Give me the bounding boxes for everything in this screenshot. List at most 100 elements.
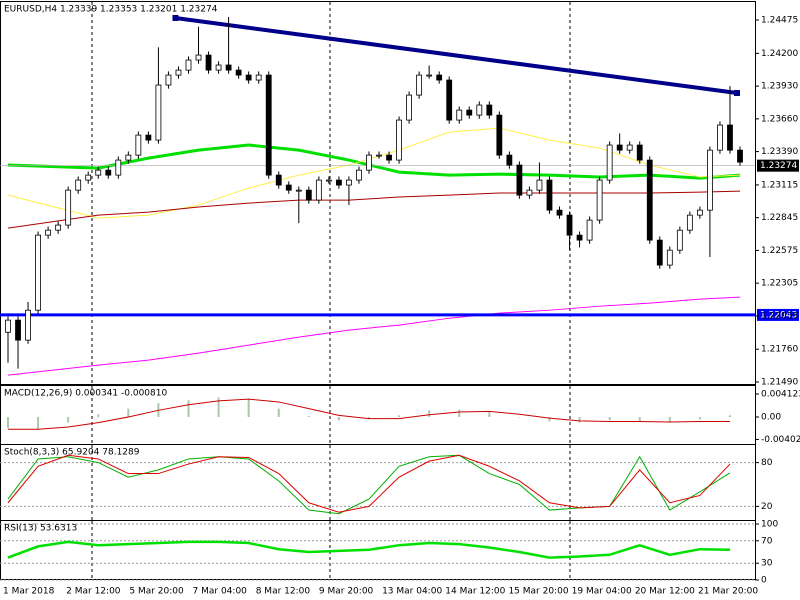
macd-bar [247,398,250,417]
candle-body [506,154,513,166]
y-tick-label: 1.24200 [761,49,798,59]
macd-bar [37,417,40,430]
macd-bar [548,417,551,422]
x-tick-label: 15 Mar 20:00 [508,587,568,597]
y-tick-label: 1.23930 [761,82,798,92]
candle-body [185,59,192,71]
candle-body [596,179,603,221]
y-tick-label: 0 [761,576,767,586]
candle-body [275,174,282,186]
macd-bar [398,415,401,417]
x-tick-label: 9 Mar 20:00 [319,587,374,597]
macd-bar [638,417,641,422]
candle-body [135,134,142,156]
x-tick-label: 19 Mar 04:00 [572,587,632,597]
signal-line [8,398,730,430]
y-tick-label: 30 [761,559,773,569]
y-tick-label: 70 [761,536,773,546]
macd-bar [97,414,100,417]
candle-body [666,249,673,266]
candle-body [315,179,322,201]
candle-body [676,229,683,251]
candle-body [476,104,483,116]
macd-bar [217,397,220,417]
y-tick-label: 1.22575 [761,246,798,256]
y-tick-label: 100 [761,520,778,530]
candle-body [536,179,543,191]
macd-bar [428,410,431,417]
candle-body [195,54,202,61]
candle-body [295,189,302,192]
macd-bar [458,409,461,417]
candle-body [105,169,112,176]
candle-body [406,94,412,121]
candle-body [496,114,503,156]
candle-body [456,109,463,121]
moving-average [7,190,741,229]
candle-body [45,229,52,236]
macd-bar [7,417,9,429]
moving-average [7,296,741,376]
candle-body [486,104,493,116]
trend-anchor [733,90,740,97]
x-tick-label: 2 Mar 12:00 [66,587,121,597]
candle-body [5,319,11,333]
candle-body [366,154,372,171]
candle-body [656,239,663,266]
y-tick-label: 0.004123 [761,390,800,400]
y-tick-label: -0.004023 [761,435,800,445]
moving-average [7,143,741,180]
candle-body [516,164,523,196]
price-tag-label: 1.23274 [760,161,797,171]
candle-body [265,74,272,176]
candle-body [75,179,82,191]
panel-frame [0,1,756,385]
panel-title: RSI(13) 53.6313 [4,524,77,534]
price-tag-label: 1.22043 [760,310,797,320]
candle-body [426,74,433,77]
trend-line [175,15,738,96]
candle-body [285,184,292,191]
candle-body [65,189,72,226]
macd-bar [518,417,521,418]
candle-body [636,144,643,161]
x-tick-label: 1 Mar 2018 [3,587,55,597]
macd-bar [337,417,340,421]
candle-body [155,84,162,141]
candle-body [15,319,21,341]
candle-body [235,69,242,76]
price-tag [757,159,799,172]
candle-body [696,209,703,216]
candle-body [376,154,382,157]
x-tick-label: 8 Mar 12:00 [256,587,311,597]
macd-bar [728,415,731,417]
candle-body [707,149,713,211]
candle-body [305,189,312,201]
candle-body [35,234,41,311]
y-tick-label: 1.24475 [761,16,798,26]
candle-body [566,214,573,236]
candle-body [346,179,352,186]
candle-body [95,169,102,176]
trend-anchor [172,14,179,21]
panel-title: EURUSD,H4 1.23339 1.23353 1.23201 1.2327… [4,5,218,15]
candle-body [165,74,172,86]
indicator-line [7,454,731,513]
y-tick-label: 1.23390 [761,147,798,157]
candle-body [646,159,653,241]
candle-body [556,209,563,216]
candle-body [145,134,152,141]
y-tick-label: 1.23660 [761,114,798,124]
candle-body [626,144,633,151]
y-tick-label: 0.00 [761,413,781,423]
candle-body [175,69,182,76]
candle-body [616,144,623,151]
candle-body [125,154,132,161]
y-tick-label: 1.22035 [761,311,798,321]
macd-bar [668,417,671,423]
y-tick-label: 1.21490 [761,377,798,387]
candle-body [576,234,583,241]
candle-body [737,149,743,163]
macd-bar [277,408,280,417]
